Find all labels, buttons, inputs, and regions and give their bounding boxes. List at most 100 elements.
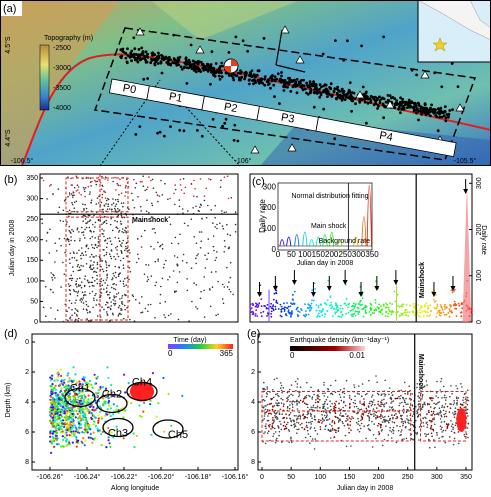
event [99, 217, 102, 219]
hypocenter [94, 416, 97, 419]
density-point [361, 416, 363, 418]
event [122, 264, 125, 267]
density-point [428, 419, 431, 422]
rate-point [300, 309, 303, 311]
density-point [338, 420, 340, 422]
epicenter [249, 72, 253, 76]
event [94, 237, 96, 239]
rate-point [292, 299, 294, 301]
rate-point [287, 310, 290, 313]
y-tick-label: 2 [251, 369, 255, 376]
event [80, 301, 83, 303]
event [93, 214, 95, 217]
epicenter [138, 56, 142, 59]
density-point [322, 420, 324, 423]
event [125, 227, 127, 229]
event [89, 230, 91, 232]
arrow-head [272, 286, 278, 291]
epicenter [143, 57, 147, 60]
event [205, 187, 207, 190]
density-point [286, 391, 289, 394]
epicenter [258, 78, 262, 82]
density-point [329, 423, 331, 426]
rate-point [342, 307, 344, 310]
epicenter [415, 111, 418, 115]
event [49, 228, 51, 231]
event [70, 277, 72, 280]
event [89, 191, 91, 193]
hypocenter [58, 414, 61, 417]
epicenter [386, 94, 390, 97]
event [66, 237, 69, 240]
rate-point [422, 310, 424, 313]
event [168, 276, 171, 278]
event [193, 195, 195, 197]
event [154, 284, 156, 287]
density-point [349, 402, 351, 405]
event [113, 304, 116, 306]
event [106, 208, 109, 210]
density-point [296, 404, 298, 406]
hypocenter [53, 432, 57, 435]
event [105, 279, 108, 281]
density-point [330, 384, 332, 387]
event [134, 186, 137, 189]
density-point [316, 433, 319, 435]
event [85, 263, 88, 265]
event [93, 285, 95, 287]
x-tick-label: -106.24° [74, 473, 101, 481]
density-point [435, 395, 437, 397]
event [94, 280, 96, 282]
event [119, 272, 121, 274]
rate-point [332, 307, 335, 310]
event [159, 244, 162, 247]
event [86, 312, 89, 314]
hypocenter [110, 383, 113, 387]
epicenter [247, 82, 251, 86]
event [106, 276, 108, 279]
density-point [425, 417, 427, 420]
y-tick-label: 4 [251, 399, 255, 406]
density-point [312, 409, 314, 411]
cluster-box [261, 391, 412, 442]
event [224, 245, 226, 248]
event [137, 253, 139, 256]
hypocenter [97, 391, 100, 394]
density-point [403, 401, 406, 403]
event [221, 210, 223, 212]
density-point [371, 401, 374, 403]
event [73, 207, 75, 209]
epicenter [251, 79, 254, 82]
density-point [323, 404, 325, 406]
rate-point [336, 304, 339, 307]
density-point [293, 419, 295, 422]
rate-point [461, 307, 464, 310]
epicenter [312, 80, 315, 83]
density-point [453, 431, 456, 434]
event [80, 264, 82, 267]
event [96, 180, 99, 183]
event [119, 244, 122, 246]
event [119, 220, 122, 223]
epicenter [315, 92, 319, 95]
hypocenter [80, 395, 84, 398]
y-tick-label: 200 [476, 224, 483, 236]
density-point [391, 394, 394, 397]
event [199, 297, 202, 300]
density-point [329, 392, 332, 395]
hypocenter [106, 408, 109, 411]
density-point [265, 405, 267, 407]
hypocenter [124, 409, 127, 412]
epicenter [130, 49, 134, 53]
event [118, 266, 121, 269]
event [199, 206, 201, 208]
density-point [274, 409, 277, 412]
rate-point [344, 302, 346, 305]
cluster-label: Ch2 [102, 388, 122, 400]
rate-point [352, 313, 355, 316]
event [179, 233, 181, 236]
density-point [314, 401, 317, 404]
epicenter [430, 103, 433, 107]
inset-y-tick: 300 [263, 182, 277, 191]
density-point [368, 424, 370, 426]
